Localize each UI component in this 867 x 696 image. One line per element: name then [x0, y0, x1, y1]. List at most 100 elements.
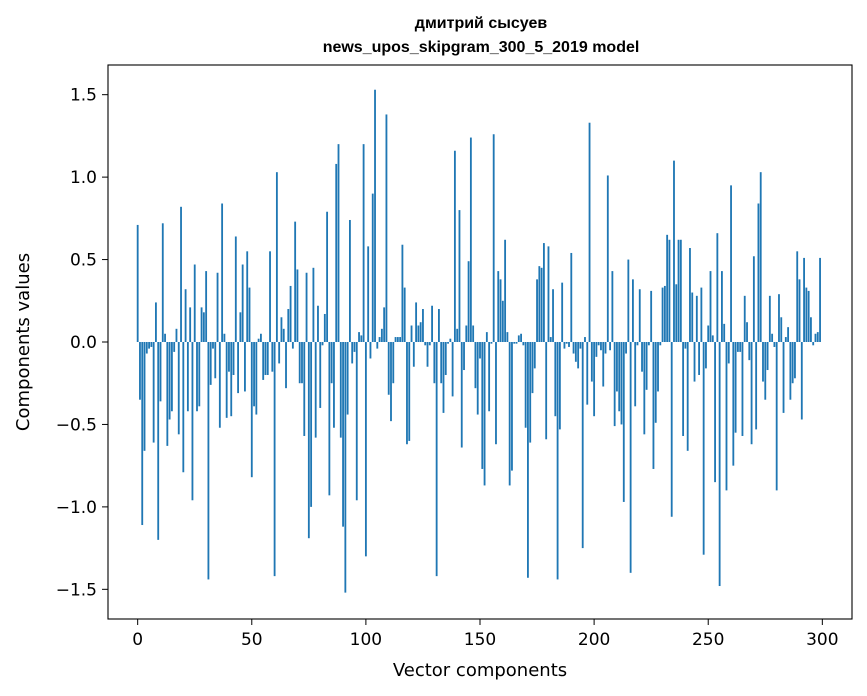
- bar-21: [184, 289, 187, 342]
- bar-220: [638, 289, 641, 342]
- bar-37: [221, 203, 224, 342]
- bar-95: [353, 342, 356, 352]
- bar-22: [186, 342, 189, 412]
- bar-57: [266, 342, 269, 375]
- bar-86: [333, 342, 335, 428]
- bar-134: [442, 342, 445, 413]
- bar-195: [581, 342, 584, 549]
- bar-10: [159, 342, 162, 402]
- bar-176: [538, 266, 541, 342]
- bar-107: [380, 328, 383, 342]
- bar-76: [310, 342, 313, 507]
- bar-35: [216, 272, 219, 342]
- bar-216: [629, 342, 632, 573]
- bar-229: [659, 342, 662, 346]
- bar-80: [319, 342, 322, 408]
- bar-179: [545, 342, 548, 440]
- bar-98: [360, 335, 363, 342]
- bar-178: [542, 243, 545, 342]
- bar-188: [565, 342, 568, 344]
- bar-53: [257, 338, 260, 342]
- bar-221: [641, 342, 643, 372]
- bar-58: [269, 251, 271, 342]
- bar-100: [364, 342, 367, 557]
- bar-167: [517, 335, 520, 342]
- bar-14: [168, 342, 171, 420]
- bar-213: [622, 342, 625, 502]
- bar-204: [602, 342, 605, 387]
- bar-26: [196, 342, 198, 412]
- bar-166: [515, 342, 518, 344]
- bar-249: [705, 342, 707, 369]
- x-tick-label: 250: [692, 630, 724, 650]
- bar-219: [636, 342, 639, 346]
- bar-71: [298, 342, 301, 384]
- bar-4: [145, 342, 148, 354]
- bar-248: [702, 342, 705, 555]
- bar-148: [474, 342, 477, 389]
- bar-66: [287, 309, 290, 342]
- bar-129: [431, 305, 433, 342]
- bar-261: [732, 342, 735, 466]
- bar-67: [289, 285, 292, 342]
- bar-208: [611, 271, 614, 342]
- bar-296: [812, 342, 815, 346]
- bar-246: [698, 342, 701, 375]
- bar-65: [285, 342, 287, 389]
- bar-175: [536, 279, 538, 342]
- bar-238: [679, 239, 682, 342]
- bar-39: [225, 342, 228, 418]
- bar-120: [410, 325, 413, 342]
- bar-92: [346, 342, 349, 415]
- bar-82: [323, 313, 326, 342]
- bar-173: [531, 342, 534, 394]
- bar-187: [563, 342, 566, 349]
- bar-25: [193, 264, 196, 342]
- y-tick-label: 1.5: [70, 86, 97, 106]
- bar-264: [739, 342, 742, 352]
- bar-297: [814, 333, 817, 342]
- bar-137: [449, 338, 452, 342]
- bar-211: [618, 342, 621, 412]
- bar-284: [784, 337, 787, 342]
- bar-36: [218, 342, 221, 428]
- bar-274: [762, 342, 764, 382]
- bar-299: [819, 257, 821, 342]
- bar-197: [586, 342, 589, 405]
- bar-12: [164, 333, 166, 342]
- bar-255: [718, 342, 721, 587]
- chart-title-line-2: news_upos_skipgram_300_5_2019 model: [323, 39, 640, 56]
- bar-27: [198, 342, 201, 407]
- bar-122: [415, 302, 418, 342]
- bar-136: [447, 342, 449, 344]
- bar-34: [214, 342, 217, 379]
- bar-225: [650, 290, 653, 342]
- bar-149: [476, 342, 479, 415]
- bar-180: [547, 246, 550, 342]
- bar-11: [161, 223, 164, 342]
- x-tick-label: 50: [241, 630, 263, 650]
- bar-181: [549, 337, 552, 342]
- bar-189: [568, 342, 570, 347]
- bar-295: [810, 317, 812, 342]
- bar-277: [768, 295, 771, 342]
- bar-171: [527, 342, 529, 578]
- bar-244: [693, 342, 696, 382]
- bar-145: [467, 261, 470, 342]
- bar-50: [250, 342, 253, 478]
- bar-61: [275, 172, 278, 342]
- bar-108: [383, 307, 386, 343]
- bar-224: [647, 342, 650, 346]
- bar-234: [670, 342, 673, 517]
- bar-24: [191, 342, 194, 501]
- bar-97: [358, 332, 360, 342]
- bar-115: [399, 337, 402, 342]
- bar-242: [689, 248, 691, 342]
- bar-257: [723, 323, 726, 342]
- bar-113: [394, 337, 397, 342]
- bar-267: [746, 322, 748, 342]
- bar-47: [244, 342, 246, 392]
- bar-130: [433, 342, 436, 384]
- bar-259: [727, 342, 730, 364]
